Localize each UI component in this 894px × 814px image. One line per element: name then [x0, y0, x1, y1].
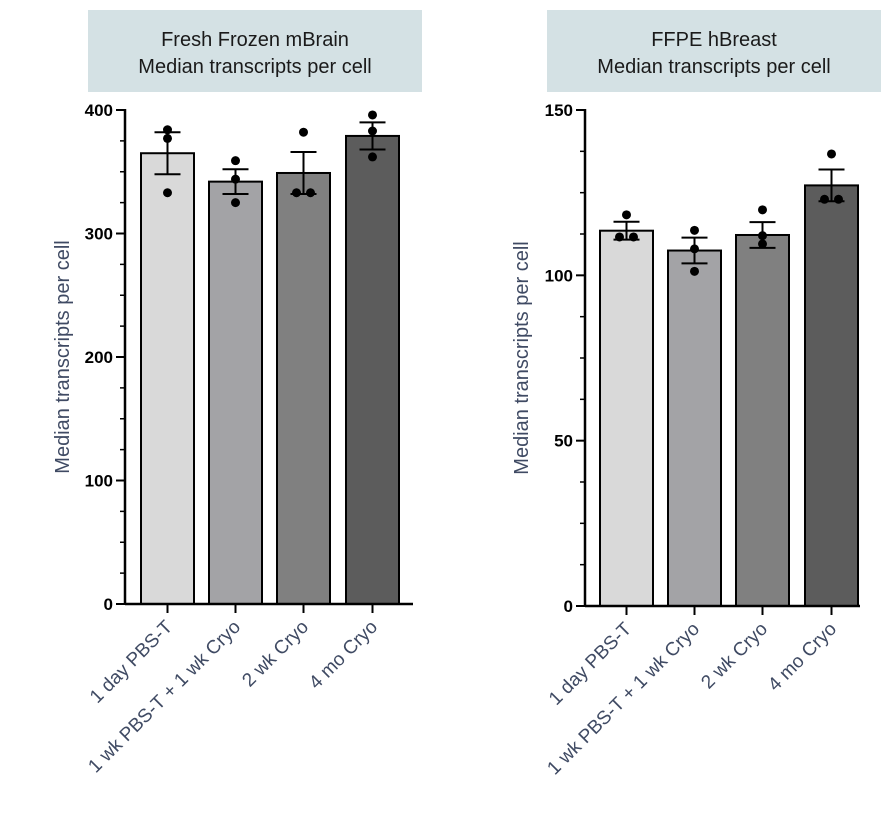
data-point	[163, 188, 172, 198]
chart-panel-mbrain: Fresh Frozen mBrain Median transcripts pe…	[52, 10, 422, 777]
bar-1	[599, 229, 654, 607]
data-point	[758, 205, 767, 215]
data-point	[292, 188, 301, 198]
y-tick-label: 200	[85, 348, 113, 367]
data-point	[231, 198, 240, 208]
data-point	[834, 194, 843, 204]
x-category-label: 2 wk Cryo	[238, 617, 313, 692]
y-tick-label: 300	[85, 225, 113, 244]
bar-3	[735, 233, 790, 607]
data-point	[622, 210, 631, 220]
data-point	[758, 231, 767, 241]
y-tick-label: 100	[85, 472, 113, 491]
data-point	[368, 152, 377, 162]
data-point	[820, 194, 829, 204]
bar-4	[345, 134, 400, 605]
data-point	[615, 232, 624, 242]
data-point	[690, 225, 699, 235]
bar-1	[140, 152, 195, 605]
chart-title-box	[547, 10, 881, 92]
y-tick-label: 0	[564, 597, 573, 616]
data-point	[231, 156, 240, 166]
y-tick-label: 0	[104, 595, 113, 614]
y-tick-label: 150	[545, 101, 573, 120]
data-point	[827, 149, 836, 159]
bar-2	[208, 180, 263, 605]
chart-title-line: Median transcripts per cell	[138, 56, 371, 78]
chart-title-line: Median transcripts per cell	[597, 56, 830, 78]
data-point	[629, 232, 638, 242]
chart-panel-hbreast: FFPE hBreast Median transcripts per cell 0…	[511, 10, 881, 779]
x-category-label: 4 mo Cryo	[305, 617, 382, 694]
y-axis-label: Median transcripts per cell	[511, 241, 533, 474]
data-point	[163, 125, 172, 135]
data-point	[690, 244, 699, 254]
bar-2	[667, 249, 722, 608]
chart-title: FFPE hBreast Median transcripts per cell	[597, 29, 830, 78]
data-point	[690, 266, 699, 276]
chart-title: Fresh Frozen mBrain Median transcripts pe…	[138, 29, 371, 78]
data-point	[231, 174, 240, 184]
data-point	[758, 239, 767, 249]
y-tick-label: 400	[85, 101, 113, 120]
bar-4	[804, 184, 859, 607]
data-point	[299, 127, 308, 137]
data-point	[368, 126, 377, 136]
x-category-label: 4 mo Cryo	[764, 619, 841, 696]
x-category-label: 2 wk Cryo	[697, 619, 772, 694]
data-point	[163, 133, 172, 143]
bar-3	[276, 171, 331, 606]
data-point	[368, 110, 377, 120]
y-axis-label: Median transcripts per cell	[52, 240, 74, 473]
chart-title-line: Fresh Frozen mBrain	[161, 29, 349, 51]
y-tick-label: 50	[554, 432, 573, 451]
chart-title-line: FFPE hBreast	[651, 29, 777, 51]
data-point	[306, 188, 315, 198]
chart-title-box	[88, 10, 422, 92]
y-tick-label: 100	[545, 266, 573, 285]
